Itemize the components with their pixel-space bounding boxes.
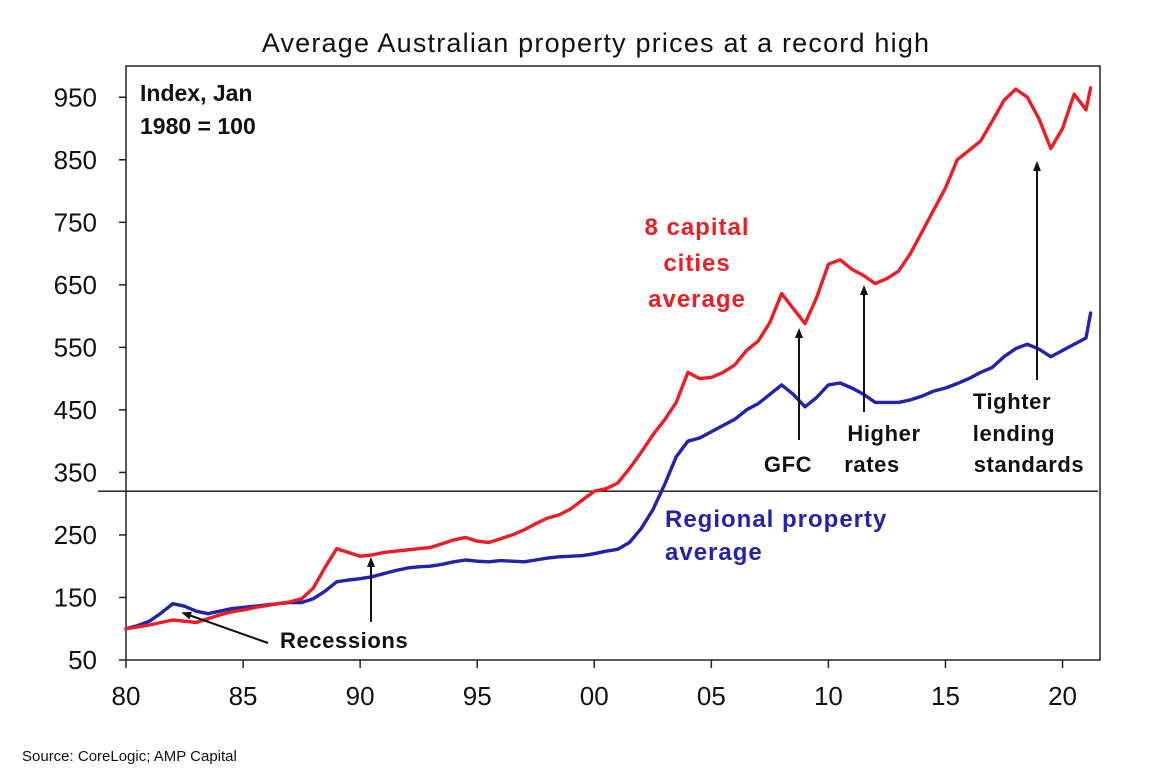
y-tick-label: 550	[54, 332, 97, 362]
series-line-regional	[124, 311, 1093, 631]
capital-cities-label-line2: cities	[663, 250, 730, 277]
capital-cities-label: 8 capital cities average	[644, 214, 749, 313]
index-note-line2: 1980 = 100	[140, 113, 256, 139]
x-tick-label: 05	[697, 681, 726, 711]
source-note: Source: CoreLogic; AMP Capital	[22, 748, 237, 765]
capital-cities-label-line1: 8 capital	[644, 214, 749, 241]
y-tick-label: 750	[54, 207, 97, 237]
x-tick-label: 10	[814, 681, 843, 711]
gfc-label: GFC	[764, 452, 812, 477]
y-tick-label: 850	[54, 145, 97, 175]
annotation-arrows	[181, 161, 1041, 644]
y-tick-label: 650	[54, 270, 97, 300]
regional-label-line2: average	[665, 539, 763, 566]
x-tick-label: 80	[112, 681, 141, 711]
regional-label: Regional property average	[665, 506, 887, 566]
x-axis: 80 85 90 95 00 05 10 15 20	[112, 660, 1077, 711]
series-layer	[124, 86, 1093, 631]
y-tick-label: 450	[54, 395, 97, 425]
tighter-lending-label-line2: lending	[973, 421, 1055, 446]
regional-label-line1: Regional property	[665, 506, 887, 533]
plot-frame	[125, 65, 1101, 661]
y-axis: 50 150 250 350 450 550 650 750 850 950	[54, 82, 126, 675]
index-note-line1: Index, Jan	[140, 80, 252, 106]
recessions-arrow-1	[181, 611, 269, 644]
y-tick-label: 150	[54, 582, 97, 612]
y-tick-label: 50	[68, 645, 97, 675]
y-tick-label: 950	[54, 82, 97, 112]
series-line-capital-cities	[124, 86, 1093, 631]
y-tick-label: 250	[54, 520, 97, 550]
higher-rates-label-line1: Higher	[847, 421, 920, 446]
x-tick-label: 85	[229, 681, 258, 711]
chart-title: Average Australian property prices at a …	[262, 28, 931, 58]
x-tick-label: 00	[580, 681, 609, 711]
x-tick-label: 90	[346, 681, 375, 711]
x-tick-label: 95	[463, 681, 492, 711]
annotation-labels: Recessions GFC Higher rates Tighter lend…	[280, 389, 1084, 653]
tighter-lending-label-line3: standards	[974, 452, 1085, 477]
x-tick-label: 20	[1048, 681, 1077, 711]
higher-rates-label-line2: rates	[844, 452, 900, 477]
recessions-label: Recessions	[280, 628, 408, 653]
x-tick-label: 15	[931, 681, 960, 711]
capital-cities-label-line3: average	[648, 286, 746, 313]
tighter-lending-label-line1: Tighter	[973, 389, 1051, 414]
y-tick-label: 350	[54, 457, 97, 487]
